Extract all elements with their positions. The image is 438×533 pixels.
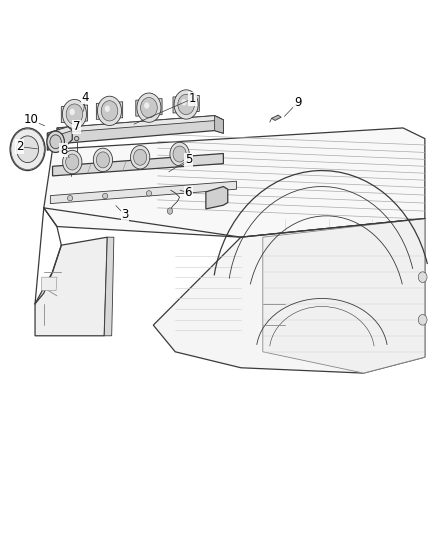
Circle shape (167, 208, 173, 214)
Polygon shape (61, 105, 88, 123)
Text: 8: 8 (60, 144, 67, 157)
Polygon shape (42, 277, 57, 290)
Polygon shape (206, 187, 228, 209)
Ellipse shape (66, 104, 83, 124)
Ellipse shape (66, 154, 79, 170)
Ellipse shape (144, 102, 149, 109)
Text: 1: 1 (189, 92, 197, 105)
Ellipse shape (137, 93, 161, 123)
Ellipse shape (63, 99, 87, 128)
Polygon shape (53, 154, 223, 176)
Ellipse shape (70, 109, 75, 115)
Ellipse shape (131, 146, 150, 169)
Ellipse shape (134, 149, 147, 165)
Ellipse shape (93, 148, 113, 172)
Circle shape (10, 128, 45, 171)
Ellipse shape (69, 158, 73, 161)
Ellipse shape (178, 94, 194, 115)
Text: 6: 6 (184, 187, 192, 199)
Ellipse shape (141, 98, 157, 118)
Polygon shape (173, 95, 199, 113)
Ellipse shape (181, 99, 187, 106)
Text: 4: 4 (81, 91, 89, 103)
Polygon shape (136, 99, 162, 116)
Ellipse shape (174, 90, 198, 119)
Polygon shape (263, 219, 425, 373)
Text: 5: 5 (185, 154, 192, 166)
Text: 10: 10 (23, 114, 38, 126)
Ellipse shape (186, 188, 191, 193)
Polygon shape (57, 116, 223, 144)
Polygon shape (272, 115, 281, 120)
Ellipse shape (63, 150, 82, 174)
Ellipse shape (146, 191, 152, 196)
Circle shape (418, 272, 427, 282)
Polygon shape (50, 181, 237, 204)
Polygon shape (57, 116, 223, 132)
Ellipse shape (74, 136, 79, 141)
Ellipse shape (67, 196, 73, 201)
Ellipse shape (102, 193, 108, 199)
Text: 9: 9 (294, 96, 302, 109)
Polygon shape (104, 237, 114, 336)
Polygon shape (44, 128, 425, 237)
Ellipse shape (50, 135, 61, 149)
Text: 7: 7 (73, 120, 81, 133)
Ellipse shape (170, 142, 189, 166)
Polygon shape (96, 102, 123, 119)
Polygon shape (215, 116, 223, 133)
Circle shape (17, 136, 39, 163)
Ellipse shape (173, 146, 186, 162)
Polygon shape (47, 127, 72, 150)
Polygon shape (35, 237, 107, 336)
Ellipse shape (101, 101, 118, 121)
Polygon shape (153, 219, 425, 373)
Circle shape (418, 314, 427, 325)
Ellipse shape (97, 96, 121, 126)
Ellipse shape (105, 106, 110, 112)
Polygon shape (47, 127, 72, 137)
Text: 2: 2 (16, 140, 24, 153)
Ellipse shape (96, 152, 110, 168)
Ellipse shape (47, 131, 64, 152)
Text: 3: 3 (121, 208, 128, 221)
